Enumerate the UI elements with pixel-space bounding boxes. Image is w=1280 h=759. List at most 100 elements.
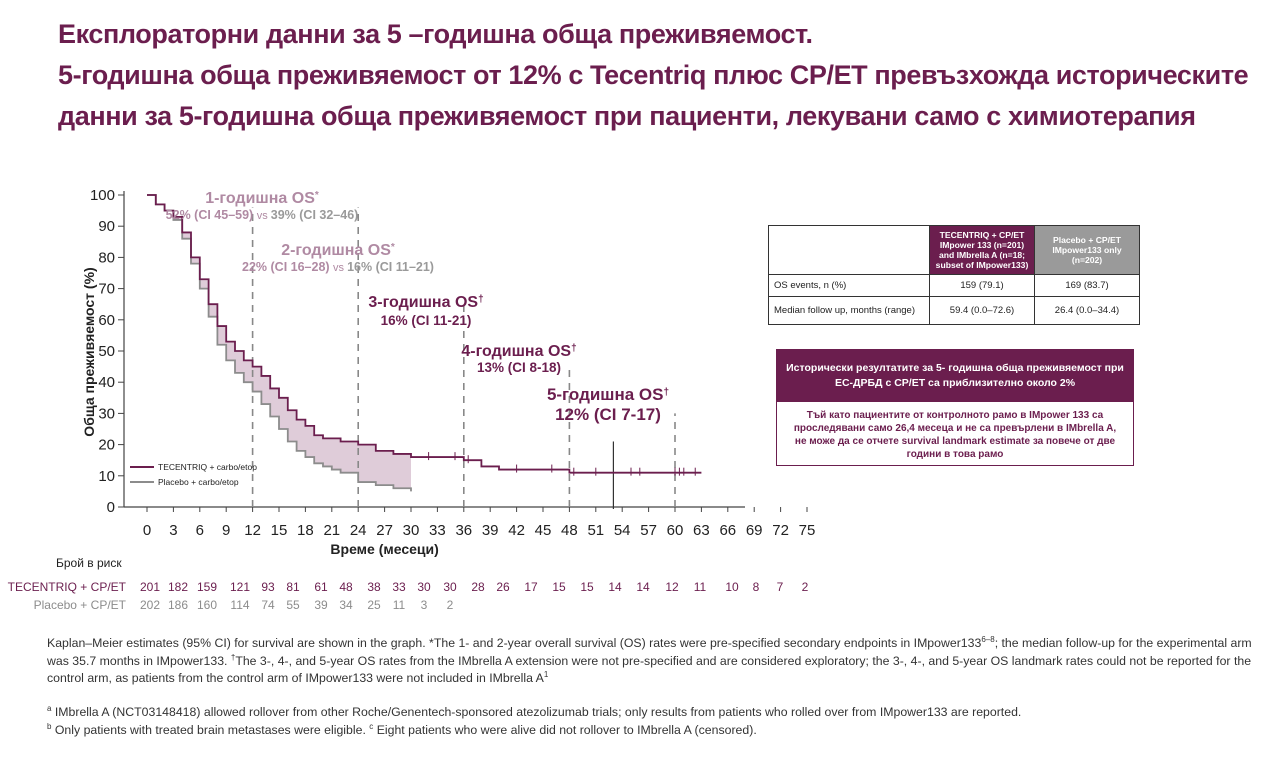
risk-count-tecentriq: 10 — [725, 580, 739, 594]
landmark-detail: 13% (CI 8-18) — [477, 360, 561, 375]
landmark-detail-b: 39% (CI 32–46) — [271, 208, 359, 222]
risk-count-tecentriq: 48 — [339, 580, 353, 594]
risk-count-tecentriq: 14 — [636, 580, 650, 594]
risk-count-tecentriq: 26 — [496, 580, 510, 594]
risk-count-placebo: 114 — [230, 598, 250, 612]
historical-results-body: Тъй като пациентите от контролното рамо … — [777, 402, 1133, 465]
legend-label-tecentriq: TECENTRIQ + carbo/etop — [158, 462, 257, 472]
x-tick-label: 9 — [222, 522, 230, 539]
footnote-sup: † — [230, 652, 236, 662]
x-tick-label: 51 — [587, 522, 604, 539]
x-tick-label: 18 — [297, 522, 314, 539]
x-tick-label: 39 — [482, 522, 499, 539]
risk-count-tecentriq: 11 — [693, 580, 707, 594]
risk-count-placebo: 186 — [167, 598, 189, 612]
table-head-placebo: Placebo + CP/ET IMpower133 only (n=202) — [1034, 225, 1140, 275]
risk-count-tecentriq: 14 — [608, 580, 622, 594]
risk-count-placebo: 39 — [314, 598, 328, 612]
risk-count-tecentriq: 33 — [392, 580, 406, 594]
risk-label-tecentriq: TECENTRIQ + CP/ET — [7, 580, 126, 594]
x-tick-label: 3 — [169, 522, 177, 539]
landmark-mark: † — [664, 387, 670, 398]
footnote-c: Eight patients who were alive did not ro… — [373, 722, 757, 737]
risk-count-placebo: 74 — [261, 598, 275, 612]
risk-count-tecentriq: 8 — [752, 580, 760, 594]
x-tick-label: 66 — [719, 522, 736, 539]
risk-count-tecentriq: 2 — [801, 580, 809, 594]
footnote-sup: 1 — [543, 669, 549, 679]
x-tick-label: 12 — [244, 522, 261, 539]
table-row-label: Median follow up, months (range) — [768, 296, 930, 325]
footnote-sup: b — [47, 721, 52, 731]
risk-count-tecentriq: 12 — [665, 580, 679, 594]
risk-count-tecentriq: 7 — [776, 580, 784, 594]
risk-count-tecentriq: 17 — [524, 580, 538, 594]
placebo-curve — [147, 194, 412, 492]
x-tick-label: 30 — [403, 522, 420, 539]
risk-count-tecentriq: 121 — [229, 580, 251, 594]
risk-count-tecentriq: 28 — [471, 580, 485, 594]
ci-band — [147, 195, 411, 492]
x-tick-label: 33 — [429, 522, 446, 539]
tecentriq-curve — [147, 194, 702, 474]
table-cell-tec: 59.4 (0.0–72.6) — [929, 296, 1035, 325]
landmark-mark: † — [478, 294, 484, 305]
x-tick-label: 69 — [746, 522, 763, 539]
historical-results-box: Исторически резултатите за 5- годишна об… — [776, 349, 1134, 466]
footnote-main: Kaplan–Meier estimates (95% CI) for surv… — [47, 635, 1272, 688]
footnote-text: The 3-, 4-, and 5-year OS rates from the… — [47, 653, 1252, 686]
landmark-detail: 52% (CI 45–59) vs 39% (CI 32–46) — [166, 208, 359, 222]
y-tick-label: 80 — [98, 249, 115, 266]
risk-count-tecentriq: 15 — [580, 580, 594, 594]
x-tick-label: 15 — [271, 522, 288, 539]
risk-count-tecentriq: 81 — [286, 580, 300, 594]
landmark-heading: 2-годишна OS* — [281, 242, 395, 260]
risk-count-tecentriq: 15 — [552, 580, 566, 594]
risk-count-placebo: 34 — [339, 598, 353, 612]
x-tick-label: 75 — [799, 522, 816, 539]
x-tick-label: 54 — [614, 522, 631, 539]
risk-count-tecentriq: 61 — [314, 580, 328, 594]
table-head-tecentriq: TECENTRIQ + CP/ET IMpower 133 (n=201) an… — [929, 225, 1035, 275]
risk-count-tecentriq: 30 — [443, 580, 457, 594]
table-cell-pla: 26.4 (0.0–34.4) — [1034, 296, 1140, 325]
x-tick-label: 63 — [693, 522, 710, 539]
landmark-detail-a: 52% (CI 45–59) — [166, 208, 257, 222]
page-title: Експлораторни данни за 5 –годишна обща п… — [58, 14, 1273, 137]
landmark-heading: 1-годишна OS* — [205, 190, 319, 208]
y-tick-label: 40 — [98, 374, 115, 391]
historical-results-head: Исторически резултатите за 5- годишна об… — [777, 350, 1133, 402]
table-corner — [768, 225, 930, 275]
x-tick-label: 27 — [376, 522, 393, 539]
table-cell-tec: 159 (79.1) — [929, 274, 1035, 297]
footnote-sup: c — [369, 721, 374, 731]
risk-count-tecentriq: 93 — [261, 580, 275, 594]
y-tick-label: 0 — [107, 499, 115, 516]
x-tick-label: 36 — [455, 522, 472, 539]
footnote-sup: a — [47, 703, 52, 713]
x-tick-label: 48 — [561, 522, 578, 539]
risk-count-tecentriq: 182 — [167, 580, 189, 594]
footnote-b: Only patients with treated brain metasta… — [51, 722, 370, 737]
landmark-mark: * — [315, 190, 319, 201]
risk-count-tecentriq: 30 — [417, 580, 431, 594]
landmark-detail: 12% (CI 7-17) — [555, 405, 661, 424]
y-tick-label: 10 — [98, 468, 115, 485]
risk-label-placebo: Placebo + CP/ET — [33, 598, 126, 612]
footnote-abc: a IMbrella A (NCT03148418) allowed rollo… — [47, 704, 1272, 739]
landmark-heading: 4-годишна OS† — [461, 343, 576, 361]
landmark-detail-b: 16% (CI 11–21) — [347, 260, 434, 274]
y-tick-label: 100 — [90, 187, 115, 204]
risk-count-placebo: 202 — [139, 598, 161, 612]
risk-count-placebo: 160 — [196, 598, 218, 612]
risk-count-placebo: 2 — [446, 598, 454, 612]
x-axis-label: Време (месеци) — [330, 541, 438, 557]
x-tick-label: 21 — [323, 522, 340, 539]
footnote-text: ; the median follow-up for the experimen… — [47, 636, 1252, 668]
landmark-detail-a: 22% (CI 16–28) — [242, 260, 333, 274]
risk-count-placebo: 3 — [420, 598, 428, 612]
x-tick-label: 42 — [508, 522, 525, 539]
title-line-1: Експлораторни данни за 5 –годишна обща п… — [58, 19, 813, 49]
footnote-text: Kaplan–Meier estimates (95% CI) for surv… — [47, 636, 982, 650]
